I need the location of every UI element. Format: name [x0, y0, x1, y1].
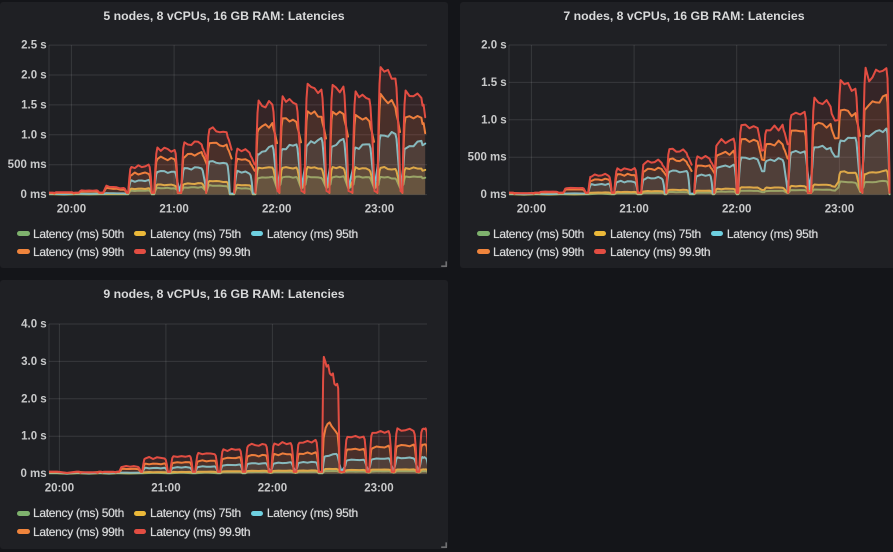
- svg-text:2.0 s: 2.0 s: [21, 393, 47, 405]
- svg-text:20:00: 20:00: [57, 203, 86, 215]
- svg-text:1.5 s: 1.5 s: [21, 99, 47, 111]
- svg-text:23:00: 23:00: [364, 482, 393, 494]
- svg-text:500 ms: 500 ms: [468, 152, 507, 164]
- svg-text:21:00: 21:00: [159, 203, 188, 215]
- svg-text:0 ms: 0 ms: [20, 189, 46, 201]
- svg-text:1.0 s: 1.0 s: [21, 129, 47, 141]
- svg-text:4.0 s: 4.0 s: [21, 319, 47, 331]
- svg-text:1.5 s: 1.5 s: [481, 77, 507, 89]
- svg-text:20:00: 20:00: [517, 203, 546, 215]
- svg-text:2.0 s: 2.0 s: [21, 70, 47, 82]
- svg-text:23:00: 23:00: [365, 203, 394, 215]
- svg-text:3.0 s: 3.0 s: [21, 356, 47, 368]
- svg-text:22:00: 22:00: [258, 482, 287, 494]
- svg-text:22:00: 22:00: [722, 203, 751, 215]
- svg-text:21:00: 21:00: [619, 203, 648, 215]
- svg-text:20:00: 20:00: [45, 482, 74, 494]
- svg-text:0 ms: 0 ms: [20, 468, 46, 480]
- svg-text:500 ms: 500 ms: [8, 159, 47, 171]
- svg-text:0 ms: 0 ms: [480, 189, 506, 201]
- svg-text:23:00: 23:00: [825, 203, 854, 215]
- svg-text:22:00: 22:00: [262, 203, 291, 215]
- svg-text:21:00: 21:00: [151, 482, 180, 494]
- svg-text:1.0 s: 1.0 s: [481, 114, 507, 126]
- svg-text:2.0 s: 2.0 s: [481, 40, 507, 52]
- svg-text:2.5 s: 2.5 s: [21, 40, 47, 52]
- svg-text:1.0 s: 1.0 s: [21, 431, 47, 443]
